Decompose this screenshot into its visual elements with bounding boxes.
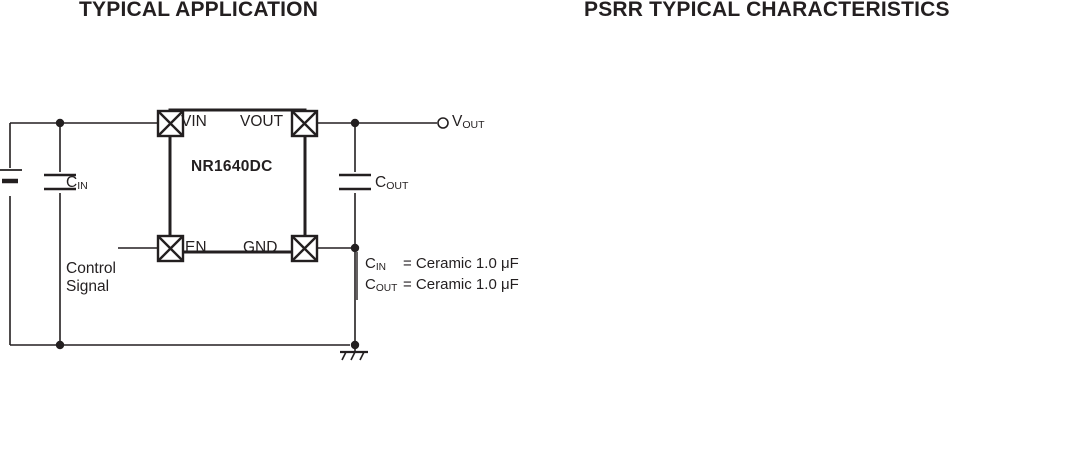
terminal-prefix: V <box>452 113 463 130</box>
junction-dot-cin-bottom <box>55 340 65 350</box>
note-cin: CIN = Ceramic 1.0 μF <box>365 255 519 273</box>
note-cout: COUT = Ceramic 1.0 μF <box>365 276 519 294</box>
ground-hatch-1 <box>341 351 347 361</box>
ic-body <box>168 108 307 254</box>
cap-cin-prefix: C <box>66 174 78 191</box>
junction-dot-cout-top <box>350 118 360 128</box>
pin-label-vin: VIN <box>181 113 207 130</box>
note-cout-prefix: C <box>365 276 376 293</box>
control-signal-line1: Control <box>66 260 116 277</box>
terminal-sub: OUT <box>462 118 485 131</box>
pin-pad-en <box>156 234 185 263</box>
output-terminal-label: VOUT <box>452 113 485 131</box>
ic-part-number: NR1640DC <box>191 158 273 175</box>
circuit-svg <box>0 108 449 361</box>
pin-label-en: EN <box>185 239 207 256</box>
junction-dot-ground <box>350 340 360 350</box>
note-cin-value: = Ceramic 1.0 μF <box>403 255 519 272</box>
pin-pad-gnd <box>290 234 319 263</box>
cap-label-cout: COUT <box>375 174 408 192</box>
junction-dot-cin-top <box>55 118 65 128</box>
pin-pad-vin <box>156 109 185 138</box>
psrr-chart-panel: PSRR TYPICAL CHARACTERISTICS Ripple Reje… <box>580 0 1080 456</box>
cap-cout-sub: OUT <box>386 179 409 192</box>
note-cout-sub: OUT <box>375 282 398 294</box>
cap-label-cin: CIN <box>66 174 88 192</box>
note-cin-prefix: C <box>365 255 376 272</box>
ground-hatch-2 <box>350 351 356 361</box>
typical-application-panel: TYPICAL APPLICATION <box>0 0 519 361</box>
pin-pad-vout <box>290 109 319 138</box>
note-cout-value: = Ceramic 1.0 μF <box>403 276 519 293</box>
vout-terminal-circle <box>437 117 449 129</box>
pin-label-gnd: GND <box>243 239 278 256</box>
pin-label-vout: VOUT <box>240 113 284 130</box>
junction-dot-gnd <box>350 243 360 253</box>
cap-cout-prefix: C <box>375 174 387 191</box>
chart-title: PSRR TYPICAL CHARACTERISTICS <box>584 0 950 21</box>
circuit-diagram: VIN VOUT EN GND NR1640DC CIN COUT VOUT C… <box>0 108 519 361</box>
cap-cin-sub: IN <box>77 179 88 192</box>
ground-hatch-3 <box>359 351 365 361</box>
control-signal-line2: Signal <box>66 278 110 295</box>
note-cin-sub: IN <box>375 261 387 273</box>
page-title: TYPICAL APPLICATION <box>79 0 319 21</box>
